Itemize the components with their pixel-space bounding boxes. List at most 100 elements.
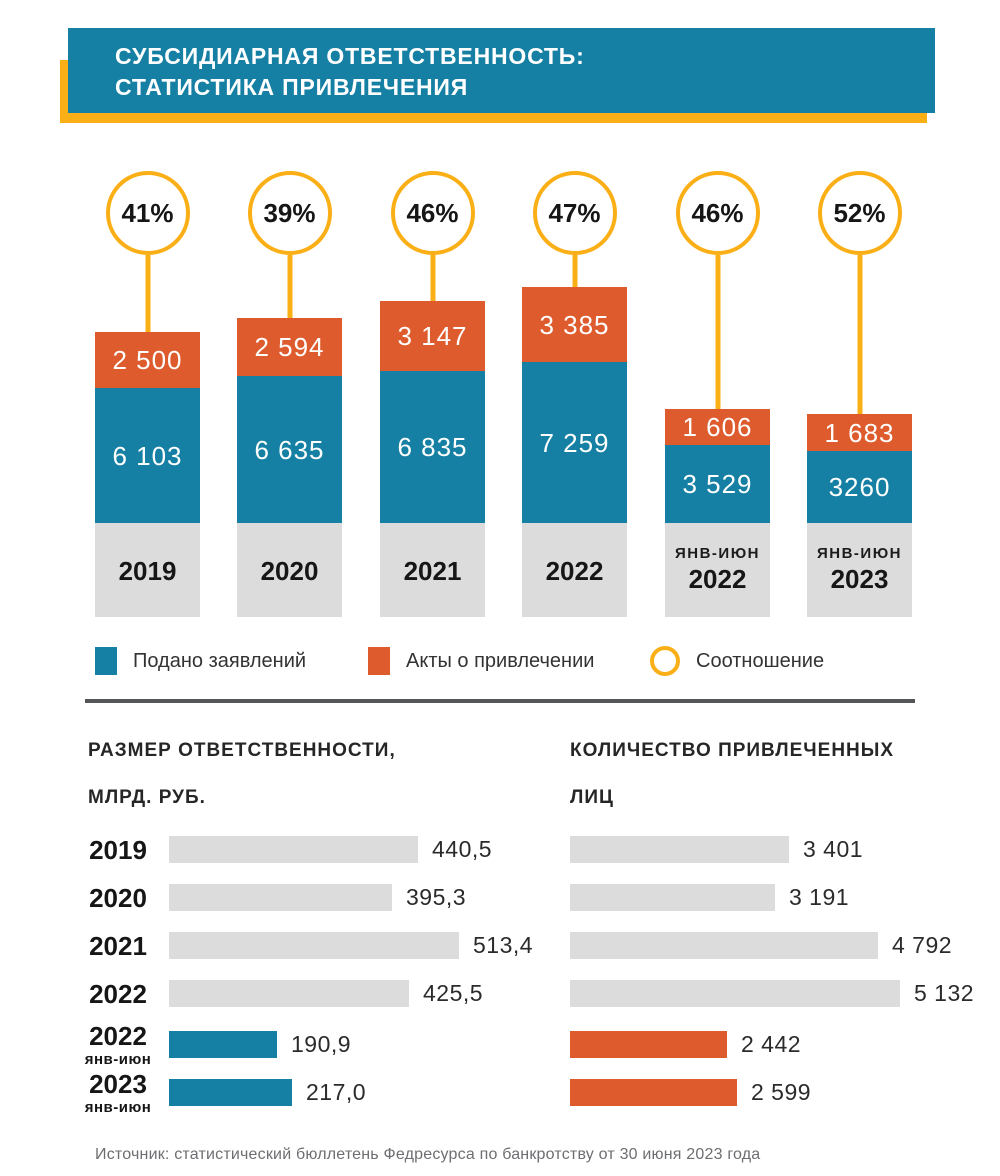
- persons-bar: [570, 932, 878, 959]
- bar-row-size-2023-h1: 2023 янв-июн 217,0: [75, 1071, 367, 1115]
- persons-bar: [570, 884, 775, 911]
- filed-value: 6 835: [397, 432, 468, 462]
- bar-row-persons-2021: 4 792: [570, 932, 952, 959]
- connector-line: [715, 255, 720, 415]
- row-label: 2022 янв-июн: [75, 1023, 161, 1067]
- persons-bar: [570, 1079, 737, 1106]
- ratio-value: 46%: [406, 197, 459, 228]
- ratio-value: 39%: [263, 197, 316, 228]
- stacked-column-2023-h1: 52% 1 683 3260 ЯНВ-ИЮН 2023: [807, 0, 912, 617]
- connector-line: [430, 255, 435, 307]
- row-label: 2022: [75, 981, 161, 1007]
- connector-line: [572, 255, 577, 293]
- row-year: 2022: [89, 1020, 147, 1051]
- header-banner: СУБСИДИАРНАЯ ОТВЕТСТВЕННОСТЬ: СТАТИСТИКА…: [68, 28, 935, 113]
- persons-bar: [570, 836, 789, 863]
- size-bar: [169, 980, 409, 1007]
- stacked-column-2022-h1: 46% 1 606 3 529 ЯНВ-ИЮН 2022: [665, 0, 770, 617]
- acts-segment: 3 147: [380, 301, 485, 371]
- row-label: 2023 янв-июн: [75, 1071, 161, 1115]
- row-year: 2020: [89, 882, 147, 913]
- size-value: 513,4: [473, 932, 534, 958]
- category-sublabel: ЯНВ-ИЮН: [816, 545, 903, 562]
- row-label: 2019: [75, 837, 161, 863]
- right-chart-title-line1: КОЛИЧЕСТВО ПРИВЛЕЧЕННЫХ: [570, 740, 895, 761]
- ratio-circle: 46%: [390, 171, 475, 255]
- category-year: 2019: [118, 555, 177, 586]
- persons-value: 2 599: [751, 1079, 812, 1105]
- bar-row-persons-2023-h1: 2 599: [570, 1079, 811, 1106]
- legend-label-acts: Акты о привлечении: [406, 649, 595, 672]
- bar-stack: 2 594 6 635: [237, 318, 342, 523]
- size-value: 217,0: [306, 1079, 367, 1105]
- source-note: Источник: статистический бюллетень Федре…: [95, 1146, 761, 1163]
- size-bar: [169, 932, 459, 959]
- category-sublabel: ЯНВ-ИЮН: [674, 545, 761, 562]
- bar-row-size-2021: 2021 513,4: [75, 932, 533, 959]
- filed-value: 3260: [828, 472, 891, 502]
- connector-line: [145, 255, 150, 338]
- persons-bar: [570, 1031, 727, 1058]
- bar-row-persons-2019: 3 401: [570, 836, 863, 863]
- bar-row-persons-2020: 3 191: [570, 884, 849, 911]
- legend-item-filed: Подано заявлений: [95, 645, 306, 677]
- legend-item-ratio: Соотношение: [650, 645, 824, 677]
- category-label: ЯНВ-ИЮН 2022: [665, 523, 770, 617]
- persons-value: 5 132: [914, 980, 975, 1006]
- size-value: 395,3: [406, 884, 467, 910]
- row-sublabel: янв-июн: [84, 1098, 152, 1116]
- row-label: 2021: [75, 933, 161, 959]
- left-chart-title: РАЗМЕР ОТВЕТСТВЕННОСТИ, МЛРД. РУБ.: [88, 727, 396, 821]
- bar-row-size-2020: 2020 395,3: [75, 884, 466, 911]
- ratio-circle: 46%: [675, 171, 760, 255]
- row-year: 2021: [89, 930, 147, 961]
- acts-value: 2 594: [254, 332, 325, 362]
- persons-value: 3 191: [789, 884, 850, 910]
- acts-value: 1 683: [824, 417, 895, 448]
- ratio-swatch-icon: [650, 646, 680, 676]
- acts-segment: 2 500: [95, 332, 200, 388]
- size-bar: [169, 884, 392, 911]
- bar-stack: 1 606 3 529: [665, 409, 770, 523]
- stacked-column-2022: 47% 3 385 7 259 2022: [522, 0, 627, 617]
- category-label: 2021: [380, 523, 485, 617]
- left-chart-title-line1: РАЗМЕР ОТВЕТСТВЕННОСТИ,: [88, 740, 396, 761]
- ratio-value: 46%: [691, 197, 744, 228]
- size-value: 425,5: [423, 980, 484, 1006]
- persons-value: 4 792: [892, 932, 953, 958]
- acts-value: 3 147: [397, 321, 468, 351]
- bar-row-size-2022-h1: 2022 янв-июн 190,9: [75, 1023, 352, 1067]
- ratio-value: 52%: [833, 197, 886, 228]
- category-year: 2023: [830, 564, 889, 594]
- category-year: 2022: [545, 555, 604, 586]
- connector-line: [857, 255, 862, 420]
- bar-row-persons-2022-h1: 2 442: [570, 1031, 801, 1058]
- filed-value: 3 529: [682, 469, 753, 499]
- legend-label-filed: Подано заявлений: [133, 649, 307, 672]
- category-year: 2022: [688, 564, 747, 594]
- size-value: 190,9: [291, 1031, 352, 1057]
- filed-value: 7 259: [539, 427, 610, 458]
- bar-row-size-2022: 2022 425,5: [75, 980, 483, 1007]
- stacked-column-2019: 41% 2 500 6 103 2019: [95, 0, 200, 617]
- filed-segment: 7 259: [522, 362, 627, 523]
- bar-stack: 3 385 7 259: [522, 287, 627, 523]
- persons-bar: [570, 980, 900, 1007]
- ratio-circle: 47%: [532, 171, 617, 255]
- size-bar: [169, 836, 418, 863]
- size-value: 440,5: [432, 836, 493, 862]
- persons-value: 3 401: [803, 836, 864, 862]
- left-chart-title-line2: МЛРД. РУБ.: [88, 787, 206, 808]
- filed-segment: 6 103: [95, 388, 200, 523]
- ratio-circle: 52%: [817, 171, 902, 255]
- category-label: 2022: [522, 523, 627, 617]
- bar-row-persons-2022: 5 132: [570, 980, 974, 1007]
- filed-segment: 6 635: [237, 376, 342, 523]
- row-label: 2020: [75, 885, 161, 911]
- right-chart-title-line2: ЛИЦ: [570, 787, 614, 808]
- filed-value: 6 103: [112, 440, 183, 471]
- category-label: 2019: [95, 523, 200, 617]
- ratio-circle: 41%: [105, 171, 190, 255]
- category-year: 2020: [260, 555, 319, 586]
